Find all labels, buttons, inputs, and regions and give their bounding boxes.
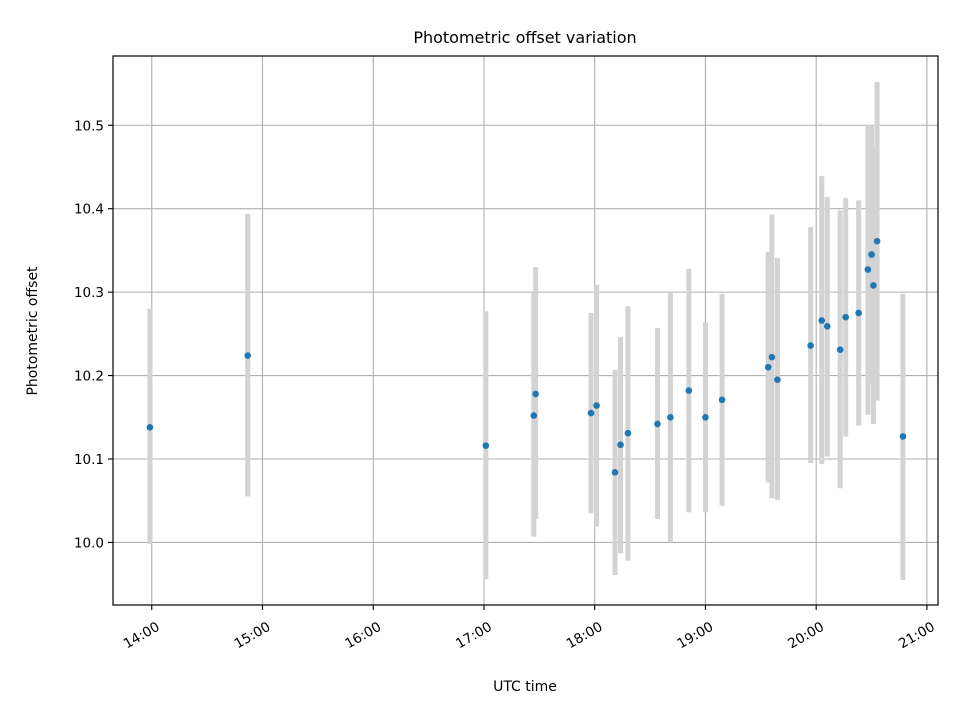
data-point <box>855 309 862 317</box>
data-point <box>870 282 877 289</box>
data-point <box>685 387 693 394</box>
y-tick-label: 10.0 <box>74 535 104 551</box>
data-point <box>873 237 881 245</box>
data-point <box>482 442 490 449</box>
data-point <box>774 376 781 384</box>
data-point <box>667 413 674 421</box>
data-point <box>899 433 907 440</box>
y-tick-label: 10.1 <box>74 452 104 468</box>
data-point <box>807 342 814 349</box>
plot-area-frame <box>112 55 939 606</box>
y-axis-label: Photometric offset <box>25 266 41 396</box>
data-point <box>864 266 872 273</box>
chart-title: Photometric offset variation <box>413 28 636 47</box>
data-point <box>530 412 538 419</box>
x-axis-label: UTC time <box>493 679 557 695</box>
data-point <box>868 251 875 258</box>
data-points <box>146 237 907 476</box>
y-tick-label: 10.5 <box>74 118 104 134</box>
data-point <box>718 396 726 404</box>
data-point <box>818 317 826 324</box>
data-point <box>842 313 850 321</box>
data-point <box>836 346 844 353</box>
data-point <box>532 390 539 398</box>
data-point <box>611 469 619 476</box>
y-tick-label: 10.2 <box>74 369 104 385</box>
data-point <box>244 352 252 359</box>
grid-lines <box>113 56 938 605</box>
data-point <box>593 402 600 409</box>
data-point <box>764 363 772 371</box>
data-point <box>617 441 624 449</box>
data-point <box>654 420 661 428</box>
data-point <box>587 409 595 417</box>
data-point <box>768 353 776 361</box>
data-point <box>702 413 709 421</box>
data-point <box>624 429 632 437</box>
data-point <box>146 423 154 431</box>
data-point <box>823 323 831 330</box>
y-tick-label: 10.4 <box>74 202 104 218</box>
y-tick-label: 10.3 <box>74 285 104 301</box>
